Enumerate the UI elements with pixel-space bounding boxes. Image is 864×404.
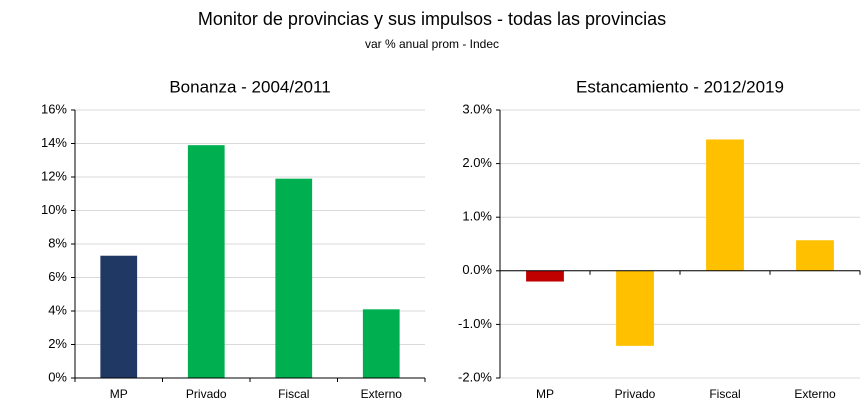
y-tick-label: 2% <box>48 336 67 351</box>
bar <box>796 240 834 271</box>
y-tick-label: 8% <box>48 235 67 250</box>
page-title: Monitor de provincias y sus impulsos - t… <box>198 9 666 29</box>
x-tick-label: Privado <box>615 387 656 401</box>
y-tick-label: 6% <box>48 269 67 284</box>
y-tick-label: 0% <box>48 369 67 384</box>
y-tick-label: 4% <box>48 302 67 317</box>
y-tick-label: 1.0% <box>462 209 492 224</box>
x-tick-label: MP <box>536 387 554 401</box>
subplot-title: Bonanza - 2004/2011 <box>169 77 330 96</box>
x-tick-label: Fiscal <box>709 387 740 401</box>
y-tick-label: 10% <box>41 202 67 217</box>
bar <box>187 145 225 378</box>
y-tick-label: 12% <box>41 168 67 183</box>
y-tick-label: 0.0% <box>462 262 492 277</box>
bar <box>526 270 564 282</box>
y-tick-label: 2.0% <box>462 155 492 170</box>
x-tick-label: MP <box>110 387 128 401</box>
y-tick-label: 14% <box>41 135 67 150</box>
bar <box>100 255 138 378</box>
x-tick-label: Externo <box>794 387 836 401</box>
bar <box>275 178 313 378</box>
subplot-title: Estancamiento - 2012/2019 <box>576 77 784 96</box>
y-tick-label: 16% <box>41 101 67 116</box>
x-tick-label: Privado <box>186 387 227 401</box>
bar <box>362 309 400 378</box>
y-tick-label: -1.0% <box>458 316 492 331</box>
bar <box>706 139 744 271</box>
y-tick-label: 3.0% <box>462 101 492 116</box>
page-subtitle: var % anual prom - Indec <box>365 37 499 51</box>
bar <box>616 270 654 346</box>
y-tick-label: -2.0% <box>458 369 492 384</box>
x-tick-label: Externo <box>361 387 403 401</box>
x-tick-label: Fiscal <box>278 387 309 401</box>
